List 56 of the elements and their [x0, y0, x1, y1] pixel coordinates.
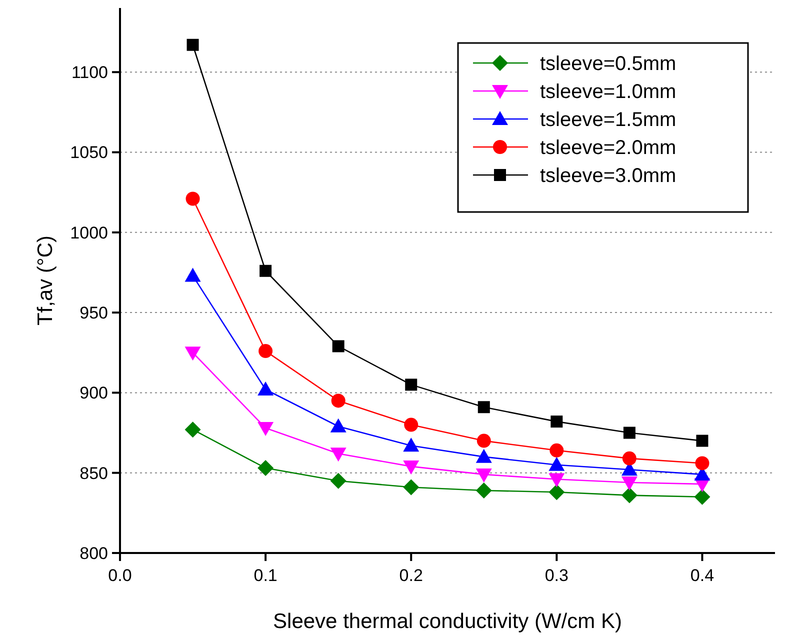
point: [550, 416, 563, 428]
legend-label: tsleeve=2.0mm: [540, 137, 676, 159]
point: [548, 484, 565, 500]
x-axis-title: Sleeve thermal conductivity (W/cm K): [273, 610, 622, 633]
y-tick-label: 950: [80, 304, 108, 323]
legend-label: tsleeve=1.5mm: [540, 109, 676, 131]
point: [330, 448, 346, 462]
point: [622, 451, 636, 466]
point: [476, 434, 491, 448]
point: [403, 460, 420, 474]
point: [476, 448, 492, 463]
legend-label: tsleeve=3.0mm: [540, 165, 676, 187]
point: [258, 460, 274, 476]
point: [186, 38, 199, 51]
point: [258, 422, 274, 436]
point: [403, 438, 420, 452]
point: [621, 476, 638, 490]
x-tick-label: 0.4: [690, 566, 714, 585]
point: [696, 434, 708, 447]
point: [184, 422, 201, 438]
y-tick-label: 1050: [70, 143, 108, 162]
point: [476, 482, 492, 498]
x-tick-label: 0.2: [399, 566, 423, 585]
point: [550, 443, 564, 458]
point: [404, 418, 418, 432]
point: [330, 472, 346, 489]
point: [403, 479, 420, 496]
point: [476, 468, 492, 482]
y-tick-label: 800: [80, 544, 108, 563]
point: [331, 394, 346, 408]
point: [695, 456, 710, 470]
x-tick-label: 0.0: [108, 566, 132, 585]
y-tick-label: 850: [80, 464, 108, 483]
legend-label: tsleeve=0.5mm: [540, 53, 676, 75]
x-tick-label: 0.3: [544, 566, 568, 585]
point: [694, 488, 710, 505]
point: [184, 346, 201, 361]
point: [330, 418, 346, 432]
point: [260, 264, 272, 277]
point: [623, 426, 636, 439]
x-tick-label: 0.1: [254, 566, 278, 585]
point: [258, 382, 274, 396]
point: [405, 378, 418, 391]
point: [548, 456, 565, 471]
point: [548, 473, 565, 488]
point: [332, 340, 344, 352]
y-tick-label: 1000: [70, 223, 108, 242]
point: [186, 192, 200, 206]
legend-label: tsleeve=1.0mm: [540, 81, 676, 103]
point: [621, 487, 638, 504]
point: [478, 401, 490, 414]
point: [258, 344, 273, 358]
y-tick-label: 1100: [71, 63, 108, 82]
point: [184, 268, 201, 282]
y-axis-title: Tf,av (°C): [34, 235, 57, 326]
y-tick-label: 900: [80, 384, 108, 403]
